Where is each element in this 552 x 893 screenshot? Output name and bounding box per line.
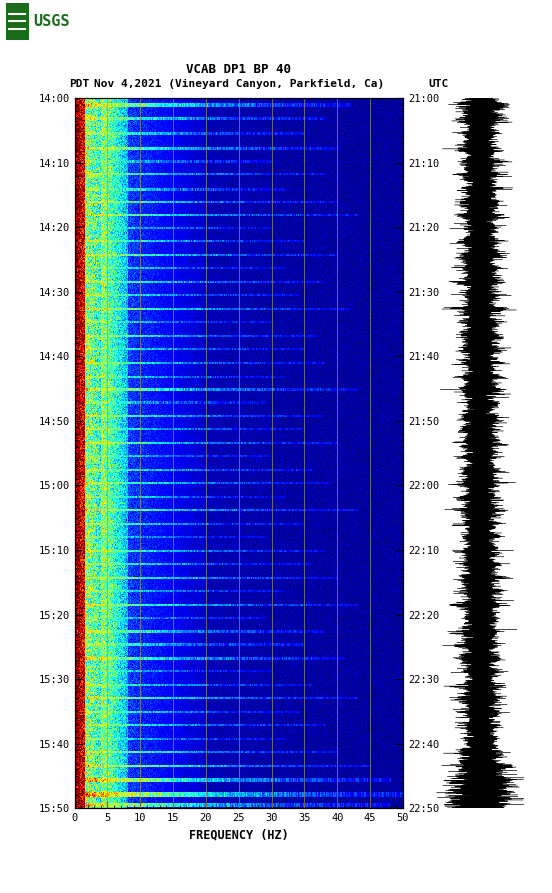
- Text: VCAB DP1 BP 40: VCAB DP1 BP 40: [186, 63, 291, 76]
- FancyBboxPatch shape: [6, 3, 29, 40]
- X-axis label: FREQUENCY (HZ): FREQUENCY (HZ): [189, 829, 289, 841]
- Text: PDT: PDT: [69, 79, 89, 89]
- Text: Nov 4,2021 (Vineyard Canyon, Parkfield, Ca): Nov 4,2021 (Vineyard Canyon, Parkfield, …: [94, 79, 384, 89]
- Text: UTC: UTC: [429, 79, 449, 89]
- Text: USGS: USGS: [33, 14, 70, 29]
